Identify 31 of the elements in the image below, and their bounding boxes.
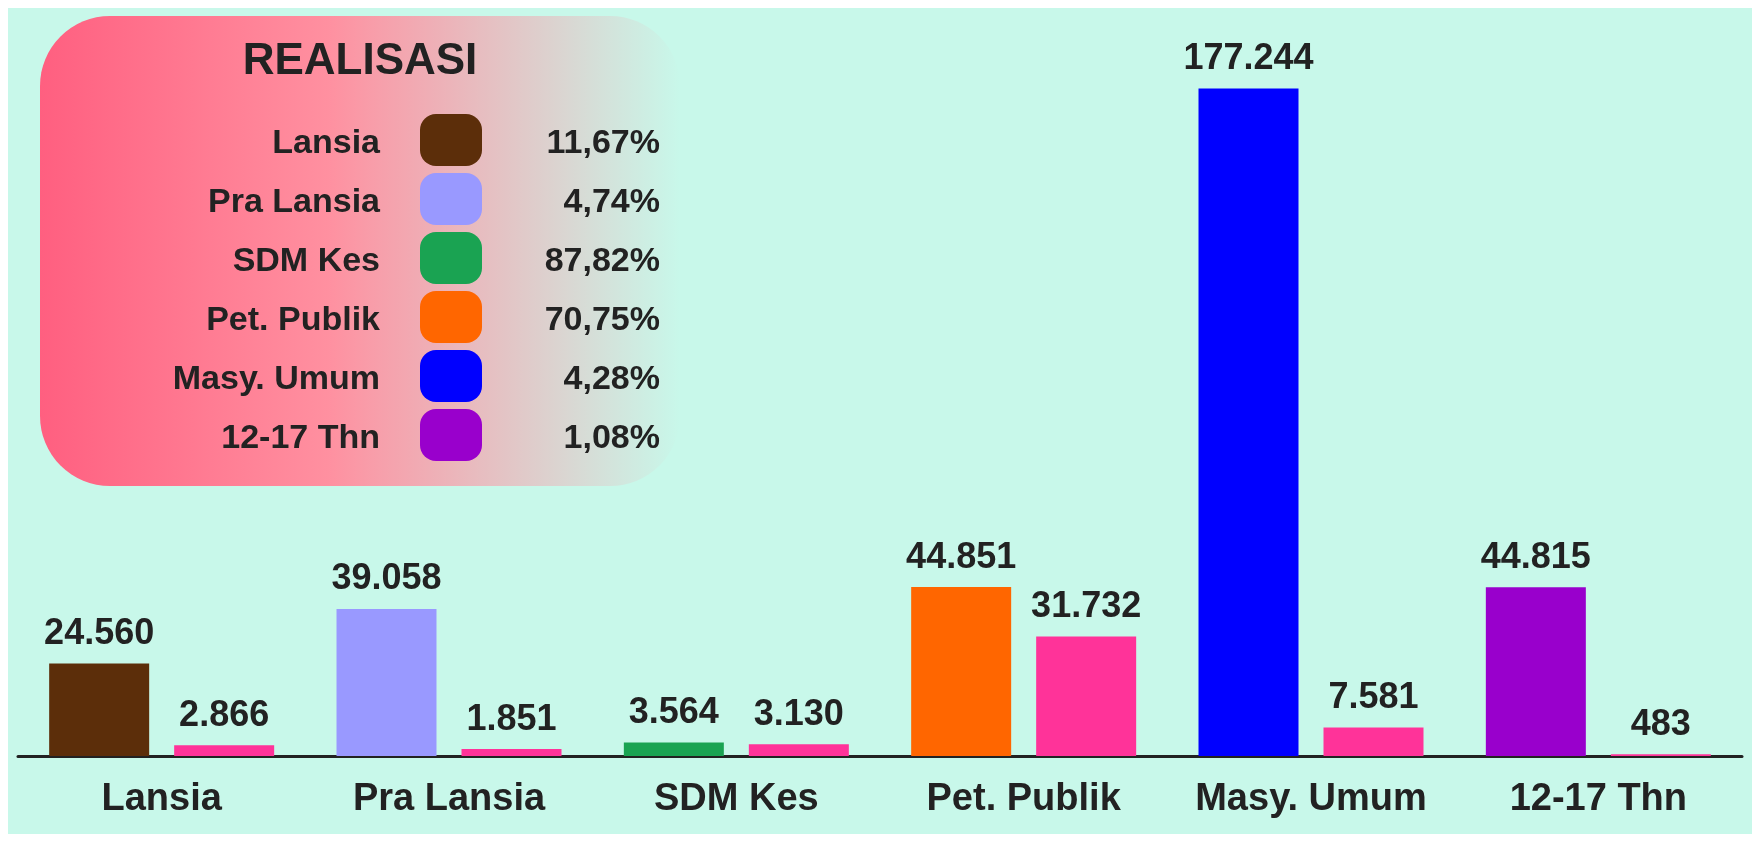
annotation: 87,82% — [544, 240, 660, 279]
data-label: 2.866 — [179, 692, 270, 734]
x-tick-label: Lansia — [101, 776, 223, 818]
data-label: 3.564 — [628, 690, 719, 732]
annotation: 4,74% — [563, 181, 660, 220]
data-label: 31.732 — [1031, 583, 1142, 625]
data-label: 7.581 — [1328, 674, 1419, 716]
category-label: Lansia — [272, 122, 380, 160]
data-label: 3.130 — [753, 691, 844, 733]
data-label: 24.560 — [44, 610, 155, 652]
data-label: 44.815 — [1480, 534, 1591, 576]
x-tick-label: SDM Kes — [653, 776, 819, 818]
category-label: Masy. Umum — [172, 358, 380, 396]
x-tick-label: Pra Lansia — [352, 776, 546, 818]
category-label: Pra Lansia — [208, 181, 380, 219]
data-label: 483 — [1630, 701, 1691, 743]
annotation: 11,67% — [546, 122, 660, 161]
category-label: SDM Kes — [232, 240, 380, 278]
data-label: 1.851 — [466, 696, 557, 738]
category-label: 12-17 Thn — [221, 417, 380, 455]
text: REALISASI — [242, 34, 478, 83]
x-tick-label: Masy. Umum — [1195, 776, 1427, 818]
data-label: 177.244 — [1183, 35, 1314, 77]
annotation: 1,08% — [563, 417, 660, 456]
annotation: 70,75% — [544, 299, 660, 338]
x-tick-label: 12-17 Thn — [1509, 776, 1688, 818]
annotation: 4,28% — [563, 358, 660, 397]
data-label: 39.058 — [331, 556, 442, 598]
data-label: 44.851 — [906, 534, 1017, 576]
category-label: Pet. Publik — [206, 299, 380, 337]
x-tick-label: Pet. Publik — [926, 776, 1122, 818]
